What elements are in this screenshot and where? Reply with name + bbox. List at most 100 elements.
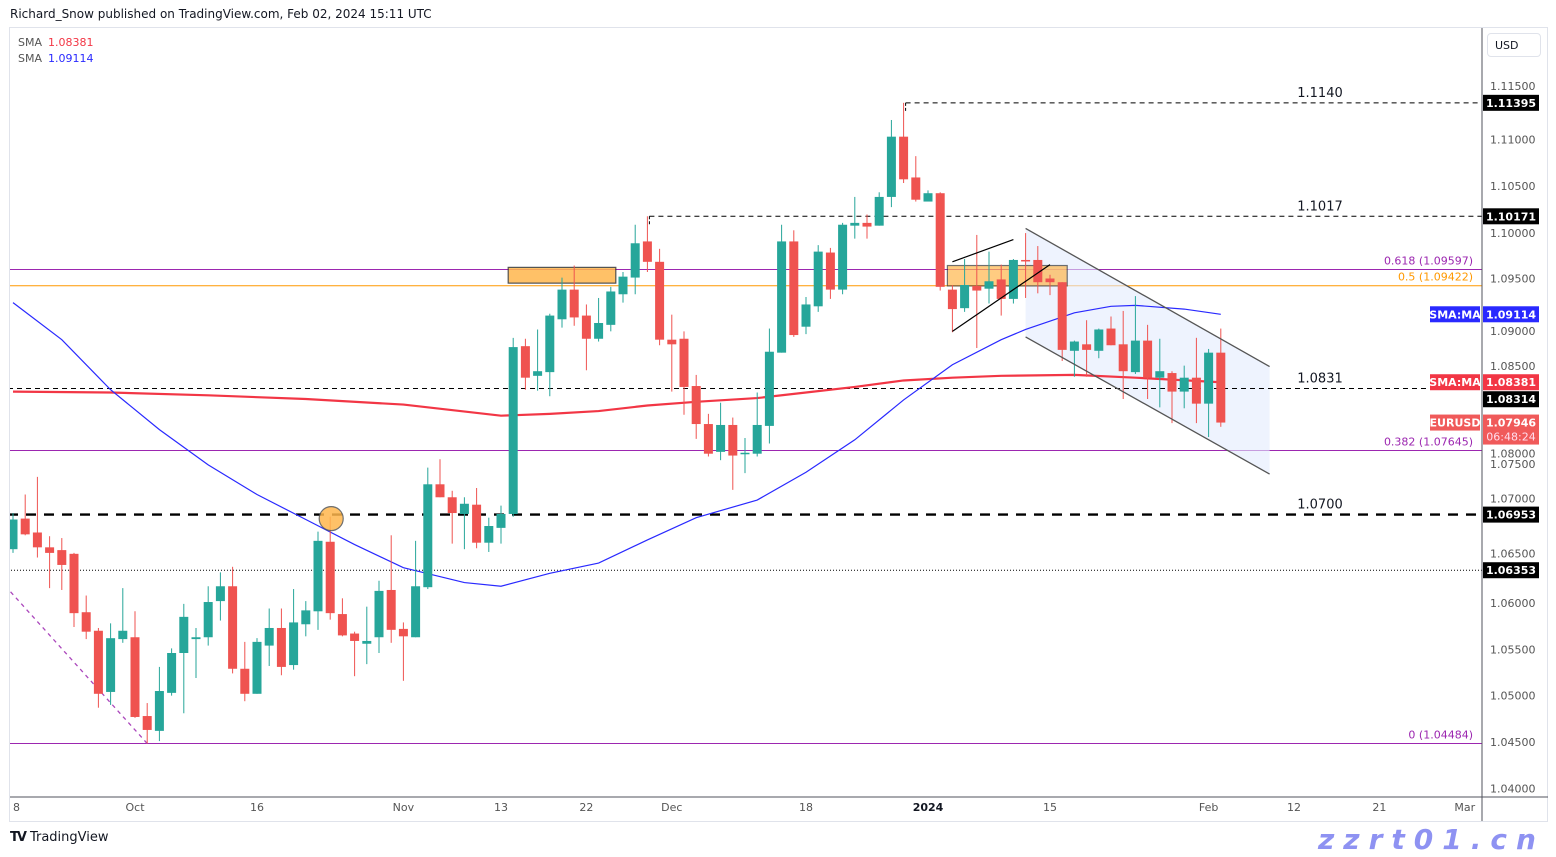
level-price-badge: 1.10171 bbox=[1486, 210, 1536, 223]
indicator-legend: SMA 1.08381 SMA 1.09114 bbox=[18, 35, 94, 67]
candle-up bbox=[459, 503, 469, 514]
wedge-line bbox=[952, 239, 1014, 263]
candle-up bbox=[1179, 377, 1189, 392]
marker-circle bbox=[318, 506, 344, 532]
currency-selector[interactable]: USD bbox=[1487, 33, 1541, 57]
candle-up bbox=[362, 640, 372, 644]
candle-down bbox=[325, 541, 335, 614]
time-tick-label: 21 bbox=[1372, 801, 1386, 814]
level-price-badge-bg bbox=[1483, 391, 1539, 408]
sma-slow-line bbox=[12, 373, 1221, 417]
candle-up bbox=[1069, 341, 1079, 351]
legend-sma-fast-value: 1.09114 bbox=[48, 52, 94, 65]
candle-down bbox=[642, 241, 652, 262]
time-tick-label: 15 bbox=[1043, 801, 1057, 814]
candle-up bbox=[203, 602, 213, 638]
tv-logo-icon: TV bbox=[10, 830, 27, 845]
level-note: 1.1140 bbox=[1297, 86, 1343, 101]
candle-down bbox=[862, 222, 872, 227]
resistance-zone bbox=[946, 264, 1068, 287]
candle-down bbox=[20, 518, 30, 535]
legend-sma-fast[interactable]: SMA 1.09114 bbox=[18, 52, 94, 65]
level-note: 1.0700 bbox=[1297, 498, 1343, 513]
candle-up bbox=[264, 627, 274, 646]
wedge-line bbox=[952, 264, 1051, 332]
price-tick-label: 1.07500 bbox=[1490, 458, 1536, 471]
candle-down bbox=[703, 424, 713, 454]
candle-up bbox=[313, 540, 323, 612]
time-tick-label: Mar bbox=[1454, 801, 1475, 814]
candle-up bbox=[777, 241, 787, 353]
candle-up bbox=[1130, 340, 1140, 373]
candle-up bbox=[716, 424, 726, 452]
time-tick-label: Oct bbox=[125, 801, 145, 814]
time-tick-label: 16 bbox=[250, 801, 264, 814]
level-price-badge-bg bbox=[1483, 562, 1539, 579]
candle-down bbox=[569, 289, 579, 318]
candle-down bbox=[899, 136, 909, 180]
time-tick-label: 12 bbox=[1287, 801, 1301, 814]
candle-up bbox=[752, 424, 762, 454]
time-tick-label: 2024 bbox=[913, 801, 944, 814]
candle-up bbox=[850, 222, 860, 226]
candle-down bbox=[1082, 344, 1092, 350]
price-tick-label: 1.05500 bbox=[1490, 643, 1536, 656]
last-price-value: 1.07946 bbox=[1486, 417, 1536, 430]
price-tick-label: 1.04000 bbox=[1490, 782, 1536, 795]
candle-up bbox=[874, 196, 884, 226]
candle-down bbox=[350, 633, 360, 641]
level-price-badge-bg bbox=[1483, 506, 1539, 523]
candle-up bbox=[801, 304, 811, 327]
tradingview-logo[interactable]: TV TradingView bbox=[10, 830, 109, 845]
candle-down bbox=[32, 532, 42, 548]
candle-down bbox=[911, 177, 921, 200]
candle-up bbox=[191, 637, 201, 640]
candle-up bbox=[167, 653, 177, 693]
channel-line bbox=[1025, 336, 1270, 475]
time-tick-label: Dec bbox=[661, 801, 682, 814]
sma-fast-tag-bg bbox=[1430, 306, 1480, 323]
candle-up bbox=[533, 371, 543, 376]
price-tick-label: 1.08500 bbox=[1490, 360, 1536, 373]
legend-sma-slow[interactable]: SMA 1.08381 bbox=[18, 36, 94, 49]
candle-up bbox=[923, 193, 933, 202]
candle-down bbox=[240, 668, 250, 694]
price-tick-label: 1.09500 bbox=[1490, 273, 1536, 286]
candle-up bbox=[508, 347, 518, 514]
candle-down bbox=[667, 339, 677, 345]
candle-down bbox=[57, 550, 67, 565]
price-tick-label: 1.06000 bbox=[1490, 597, 1536, 610]
candle-down bbox=[45, 547, 55, 553]
candle-up bbox=[984, 281, 994, 289]
candle-down bbox=[1191, 377, 1201, 404]
candle-down bbox=[69, 553, 79, 614]
candle-down bbox=[1143, 340, 1153, 378]
price-tick-label: 1.11500 bbox=[1490, 80, 1536, 93]
candle-up bbox=[10, 519, 18, 550]
candle-down bbox=[1216, 352, 1226, 423]
candle-up bbox=[1204, 352, 1214, 404]
level-note: 1.0831 bbox=[1297, 371, 1343, 386]
sma-slow-tag-bg bbox=[1430, 374, 1480, 391]
last-price-symbol: EURUSD bbox=[1430, 417, 1481, 430]
candle-down bbox=[1045, 278, 1055, 283]
price-tick-label: 1.05000 bbox=[1490, 690, 1536, 703]
candle-up bbox=[154, 691, 164, 731]
level-price-badge: 1.06353 bbox=[1486, 564, 1536, 577]
candle-up bbox=[813, 251, 823, 307]
sma-fast-tag: SMA:MA bbox=[1429, 308, 1481, 321]
plot-area bbox=[10, 102, 1482, 744]
candle-up bbox=[606, 291, 616, 325]
candle-up bbox=[618, 276, 628, 295]
candle-down bbox=[386, 589, 396, 630]
candle-up bbox=[179, 616, 189, 654]
price-tick-label: 1.11000 bbox=[1490, 133, 1536, 146]
candle-down bbox=[935, 193, 945, 287]
candle-down bbox=[655, 261, 665, 340]
candle-up bbox=[106, 638, 116, 692]
candle-up bbox=[289, 622, 299, 666]
price-tick-label: 1.08000 bbox=[1490, 448, 1536, 461]
bar-countdown: 06:48:24 bbox=[1486, 431, 1535, 444]
candle-down bbox=[825, 252, 835, 290]
